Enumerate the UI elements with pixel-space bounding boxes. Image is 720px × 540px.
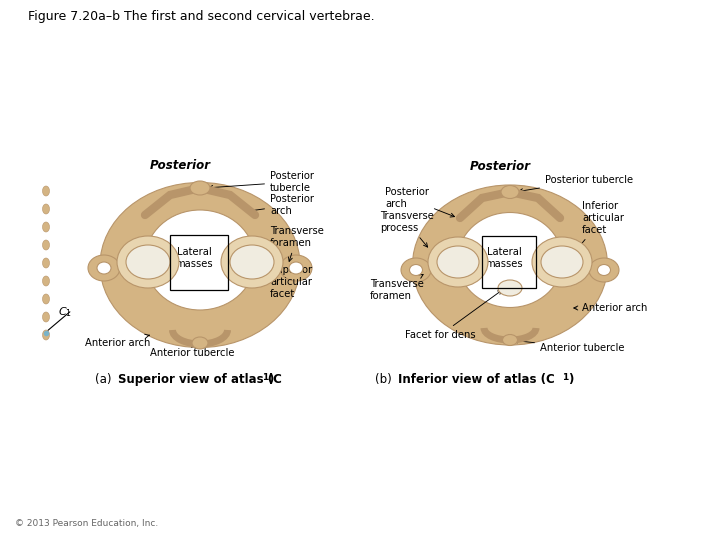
Ellipse shape	[42, 276, 50, 286]
Text: ): )	[568, 373, 573, 386]
Ellipse shape	[145, 210, 255, 310]
Ellipse shape	[42, 330, 50, 340]
Ellipse shape	[498, 280, 522, 296]
Text: Lateral
masses: Lateral masses	[485, 247, 523, 269]
Text: Anterior tubercle: Anterior tubercle	[514, 339, 624, 353]
Text: Anterior arch: Anterior arch	[85, 334, 150, 348]
Ellipse shape	[88, 255, 120, 281]
Text: Posterior: Posterior	[469, 160, 531, 173]
Ellipse shape	[428, 237, 488, 287]
Text: Lateral
masses: Lateral masses	[175, 247, 213, 269]
Ellipse shape	[589, 258, 619, 282]
Ellipse shape	[42, 294, 50, 304]
Text: (a): (a)	[95, 373, 112, 386]
Text: Posterior
tubercle: Posterior tubercle	[209, 171, 314, 193]
Ellipse shape	[42, 222, 50, 232]
Ellipse shape	[100, 183, 300, 348]
Text: $C_1$: $C_1$	[58, 305, 72, 319]
Text: ): )	[268, 373, 274, 386]
Ellipse shape	[532, 237, 592, 287]
Ellipse shape	[190, 181, 210, 195]
Text: Anterior tubercle: Anterior tubercle	[150, 344, 235, 358]
Text: © 2013 Pearson Education, Inc.: © 2013 Pearson Education, Inc.	[15, 519, 158, 528]
Text: 1: 1	[262, 373, 269, 382]
Ellipse shape	[126, 245, 170, 279]
Ellipse shape	[413, 185, 608, 345]
Text: Inferior view of atlas (C: Inferior view of atlas (C	[398, 373, 554, 386]
Ellipse shape	[503, 334, 518, 346]
Text: Anterior arch: Anterior arch	[574, 303, 647, 313]
Text: Inferior
articular
facet: Inferior articular facet	[570, 201, 624, 257]
Ellipse shape	[541, 246, 583, 278]
Text: Superior
articular
facet: Superior articular facet	[244, 265, 312, 299]
Text: 1: 1	[562, 373, 568, 382]
Text: Transverse
process: Transverse process	[380, 211, 434, 247]
Text: Figure 7.20a–b The first and second cervical vertebrae.: Figure 7.20a–b The first and second cerv…	[28, 10, 374, 23]
Ellipse shape	[221, 236, 283, 288]
Ellipse shape	[97, 262, 111, 274]
Text: Posterior: Posterior	[150, 159, 210, 172]
Text: (b): (b)	[375, 373, 392, 386]
Bar	[482, 236, 536, 288]
Text: Posterior
arch: Posterior arch	[246, 194, 314, 216]
Ellipse shape	[437, 246, 479, 278]
Ellipse shape	[42, 186, 50, 196]
Ellipse shape	[42, 312, 50, 322]
Ellipse shape	[457, 213, 562, 307]
Text: Posterior tubercle: Posterior tubercle	[518, 175, 633, 193]
Ellipse shape	[230, 245, 274, 279]
Text: Posterior
arch: Posterior arch	[385, 187, 454, 217]
Ellipse shape	[598, 265, 611, 275]
Ellipse shape	[501, 186, 519, 199]
Bar	[170, 235, 228, 290]
Ellipse shape	[410, 265, 423, 275]
Ellipse shape	[401, 258, 431, 282]
Ellipse shape	[117, 236, 179, 288]
Ellipse shape	[42, 240, 50, 250]
Text: Transverse
foramen: Transverse foramen	[270, 226, 324, 261]
Ellipse shape	[42, 204, 50, 214]
Text: Transverse
foramen: Transverse foramen	[370, 274, 424, 301]
Text: Facet for dens: Facet for dens	[405, 290, 502, 340]
Ellipse shape	[42, 258, 50, 268]
Ellipse shape	[289, 262, 303, 274]
Ellipse shape	[280, 255, 312, 281]
Text: Superior view of atlas (C: Superior view of atlas (C	[118, 373, 282, 386]
Ellipse shape	[192, 337, 208, 349]
